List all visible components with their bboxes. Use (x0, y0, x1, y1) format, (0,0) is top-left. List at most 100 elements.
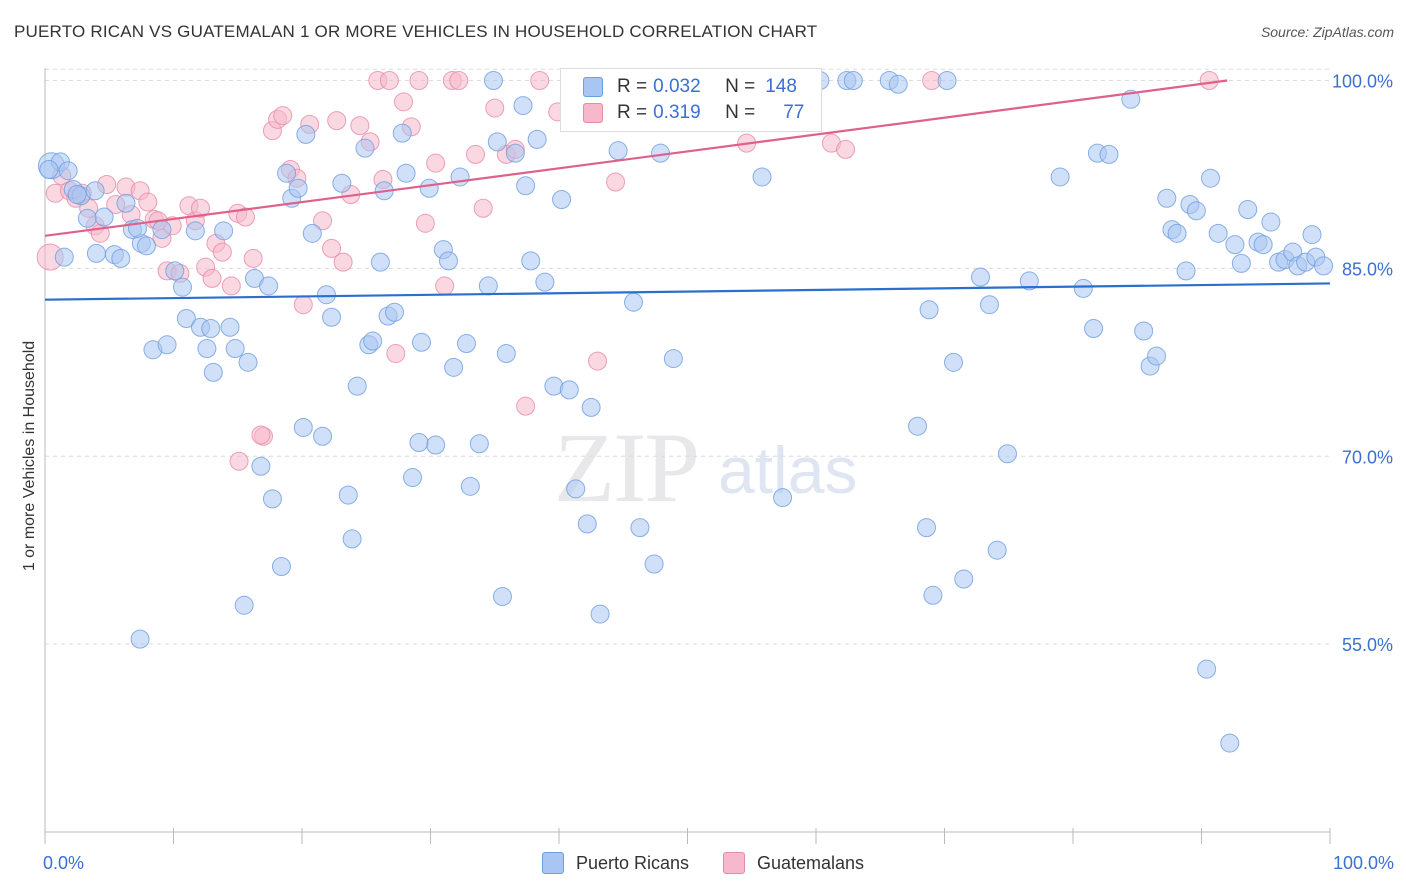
point-guatemalan (415, 213, 435, 233)
point-puerto-rican (1050, 167, 1070, 187)
point-puerto-rican (496, 344, 516, 364)
point-puerto-rican (997, 444, 1017, 464)
legend-n-label: N = (725, 102, 756, 123)
point-guatemalan (394, 92, 414, 112)
point-puerto-rican (577, 514, 597, 534)
point-puerto-rican (987, 540, 1007, 560)
point-puerto-rican (185, 221, 205, 241)
point-puerto-rican (332, 173, 352, 193)
point-puerto-rican (225, 339, 245, 359)
point-puerto-rican (937, 71, 957, 91)
point-puerto-rican (513, 96, 533, 116)
point-puerto-rican (363, 331, 383, 351)
point-puerto-rican (238, 352, 258, 372)
point-guatemalan (229, 451, 249, 471)
point-puerto-rican (1167, 223, 1187, 243)
x-tick-label: 100.0% (1333, 853, 1394, 873)
point-puerto-rican (663, 349, 683, 369)
point-puerto-rican (460, 476, 480, 496)
legend-n-value: 148 (765, 76, 797, 97)
point-puerto-rican (483, 71, 503, 91)
point-puerto-rican (1157, 188, 1177, 208)
point-puerto-rican (234, 595, 254, 615)
y-tick-label: 85.0% (1342, 259, 1393, 279)
point-guatemalan (333, 252, 353, 272)
point-puerto-rican (590, 604, 610, 624)
point-puerto-rican (412, 332, 432, 352)
point-puerto-rican (67, 184, 87, 204)
point-guatemalan (273, 106, 293, 126)
point-puerto-rican (773, 488, 793, 508)
y-axis-label: 1 or more Vehicles in Household (21, 340, 38, 572)
source-label: Source: ZipAtlas.com (1260, 24, 1394, 40)
point-puerto-rican (85, 181, 105, 201)
point-puerto-rican (1147, 346, 1167, 366)
point-guatemalan (435, 276, 455, 296)
point-puerto-rican (566, 479, 586, 499)
point-puerto-rican (201, 319, 221, 339)
y-tick-label: 100.0% (1332, 72, 1393, 92)
point-puerto-rican (1238, 200, 1258, 220)
bottom-legend: Puerto Ricans Guatemalans (0, 852, 1406, 874)
point-puerto-rican (342, 529, 362, 549)
point-puerto-rican (752, 167, 772, 187)
point-guatemalan (322, 238, 342, 258)
point-puerto-rican (271, 556, 291, 576)
point-puerto-rican (203, 362, 223, 382)
chart-title: PUERTO RICAN VS GUATEMALAN 1 OR MORE VEH… (14, 22, 818, 41)
point-guatemalan (588, 351, 608, 371)
point-puerto-rican (385, 302, 405, 322)
point-guatemalan (293, 295, 313, 315)
point-puerto-rican (979, 295, 999, 315)
point-puerto-rican (1314, 256, 1334, 276)
legend-row-guatemalans: R = 0.319 N = 77 (583, 101, 804, 125)
point-puerto-rican (403, 468, 423, 488)
point-puerto-rican (111, 248, 131, 268)
y-tick-label: 70.0% (1342, 447, 1393, 467)
point-puerto-rican (970, 267, 990, 287)
point-puerto-rican (1208, 223, 1228, 243)
legend-row-puerto-ricans: R = 0.032 N = 148 (583, 75, 797, 99)
point-puerto-rican (521, 251, 541, 271)
bottom-legend-item-puerto-ricans: Puerto Ricans (541, 852, 689, 874)
point-guatemalan (606, 172, 626, 192)
point-puerto-rican (1073, 278, 1093, 298)
point-puerto-rican (1261, 212, 1281, 232)
point-puerto-rican (843, 71, 863, 91)
point-guatemalan (379, 71, 399, 91)
point-puerto-rican (116, 193, 136, 213)
point-puerto-rican (1253, 235, 1273, 255)
point-puerto-rican (152, 220, 172, 240)
point-puerto-rican (888, 74, 908, 94)
point-puerto-rican (1231, 253, 1251, 273)
point-puerto-rican (172, 277, 192, 297)
legend: R = 0.032 N = 148 R = 0.319 N = 77 (560, 68, 822, 132)
point-puerto-rican (478, 276, 498, 296)
x-tick-label: 0.0% (43, 853, 84, 873)
point-puerto-rican (355, 138, 375, 158)
point-puerto-rican (1176, 261, 1196, 281)
legend-r-label: R = (617, 76, 648, 97)
point-puerto-rican (552, 190, 572, 210)
point-puerto-rican (288, 178, 308, 198)
point-guatemalan (350, 116, 370, 136)
point-guatemalan (202, 268, 222, 288)
point-guatemalan (221, 276, 241, 296)
point-puerto-rican (426, 435, 446, 455)
legend-n-value: 77 (783, 102, 805, 123)
point-guatemalan (243, 248, 263, 268)
point-puerto-rican (338, 485, 358, 505)
point-puerto-rican (444, 357, 464, 377)
bottom-legend-item-guatemalans: Guatemalans (723, 852, 864, 874)
point-guatemalan (409, 71, 429, 91)
bottom-legend-swatch-pink (723, 852, 745, 874)
point-puerto-rican (419, 178, 439, 198)
legend-swatch-blue (583, 77, 603, 97)
point-guatemalan (449, 71, 469, 91)
point-puerto-rican (94, 207, 114, 227)
point-puerto-rican (492, 587, 512, 607)
point-guatemalan (235, 207, 255, 227)
point-puerto-rican (347, 376, 367, 396)
legend-r-label: R = (617, 102, 648, 123)
